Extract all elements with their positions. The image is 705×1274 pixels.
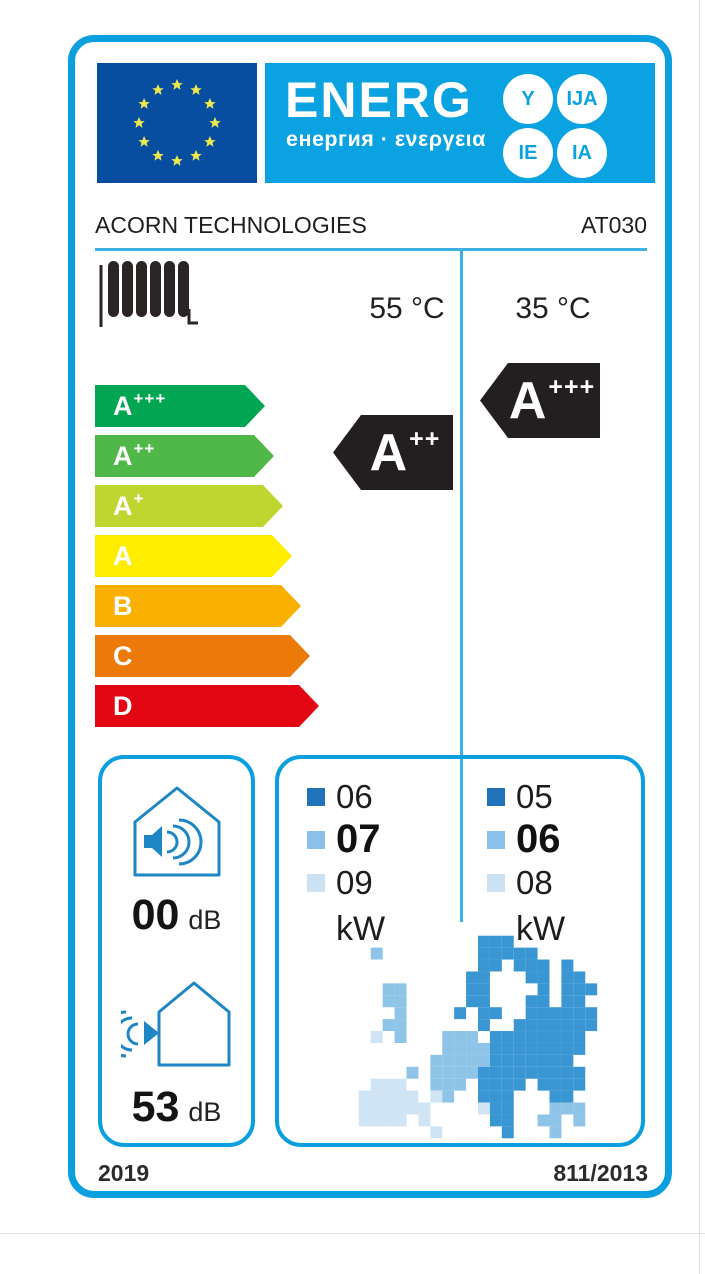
legend-square-dark xyxy=(307,787,325,806)
regulation-number: 811/2013 xyxy=(553,1160,648,1186)
model-identifier: AT030 xyxy=(580,212,647,238)
scale-arrow-b: B xyxy=(95,585,301,627)
energ-wordmark: ENERG xyxy=(285,72,473,128)
column-divider xyxy=(460,251,463,922)
kw-unit-label: kW xyxy=(336,910,386,948)
scale-arrow-a3plus: A +++ xyxy=(95,385,265,427)
indoor-sound-icon xyxy=(133,786,220,877)
kw-row: 09 xyxy=(307,861,457,904)
label-year: 2019 xyxy=(98,1160,150,1186)
eu-flag-icon xyxy=(97,63,257,183)
radiator-heating-icon xyxy=(99,261,198,327)
scale-arrow-a2plus: A ++ xyxy=(95,435,274,477)
energ-header: ENERG енергия · ενεργεια Y IJA IE IA xyxy=(265,63,655,183)
outdoor-sound-icon xyxy=(120,981,230,1067)
indoor-sound-value-row: 00 dB xyxy=(132,891,222,940)
kw-row: 06 xyxy=(487,817,637,861)
kw-row: 08 xyxy=(487,861,637,904)
scale-arrow-a: A xyxy=(95,535,292,577)
rating-arrow-55c: A ++ xyxy=(333,415,453,490)
rated-output-box: 06 07 09 kW 05 06 08 kW xyxy=(275,755,645,1147)
energ-suffix-circle-y: Y xyxy=(503,74,553,124)
supplier-name: ACORN TECHNOLOGIES xyxy=(95,212,367,238)
efficiency-scale: A +++ A ++ A + A B C D xyxy=(95,385,335,735)
temperature-35c-label: 35 °C xyxy=(515,292,591,325)
header-divider xyxy=(95,248,647,251)
indoor-sound-value: 00 xyxy=(131,891,180,939)
label-frame: ENERG енергия · ενεργεια Y IJA IE IA ACO… xyxy=(68,35,672,1198)
scale-arrow-c: C xyxy=(95,635,310,677)
scale-arrow-d: D xyxy=(95,685,319,727)
kw-row: 06 xyxy=(307,775,457,818)
legend-square-dark xyxy=(487,787,505,806)
temperature-55c-label: 55 °C xyxy=(369,292,445,325)
outdoor-sound-unit: dB xyxy=(188,1097,222,1127)
supplier-row: ACORN TECHNOLOGIES AT030 xyxy=(95,212,647,239)
energ-subtitle: енергия · ενεργεια xyxy=(286,127,486,151)
outdoor-sound-value: 53 xyxy=(131,1083,180,1131)
rated-output-35c: 05 06 08 kW xyxy=(487,775,637,949)
rating-arrow-35c: A +++ xyxy=(480,363,600,438)
rated-output-55c: 06 07 09 kW xyxy=(307,775,457,949)
indoor-sound-unit: dB xyxy=(188,905,222,935)
scale-arrow-a1plus: A + xyxy=(95,485,283,527)
outdoor-sound-value-row: 53 dB xyxy=(132,1083,222,1132)
europe-climate-map-icon xyxy=(358,935,598,1139)
legend-square-medium xyxy=(487,830,505,849)
energ-suffix-circle-ia: IA xyxy=(557,128,607,178)
kw-row: 07 xyxy=(307,817,457,861)
legend-square-light xyxy=(307,873,325,892)
page-edge-divider xyxy=(699,0,700,1274)
energ-suffix-circle-ija: IJA xyxy=(557,74,607,124)
kw-row: 05 xyxy=(487,775,637,818)
legend-square-light xyxy=(487,873,505,892)
energ-suffix-circle-ie: IE xyxy=(503,128,553,178)
kw-unit-label: kW xyxy=(516,910,566,948)
page-edge-divider xyxy=(0,1233,705,1234)
sound-power-box: 00 dB 53 dB xyxy=(98,755,255,1147)
legend-square-medium xyxy=(307,830,325,849)
